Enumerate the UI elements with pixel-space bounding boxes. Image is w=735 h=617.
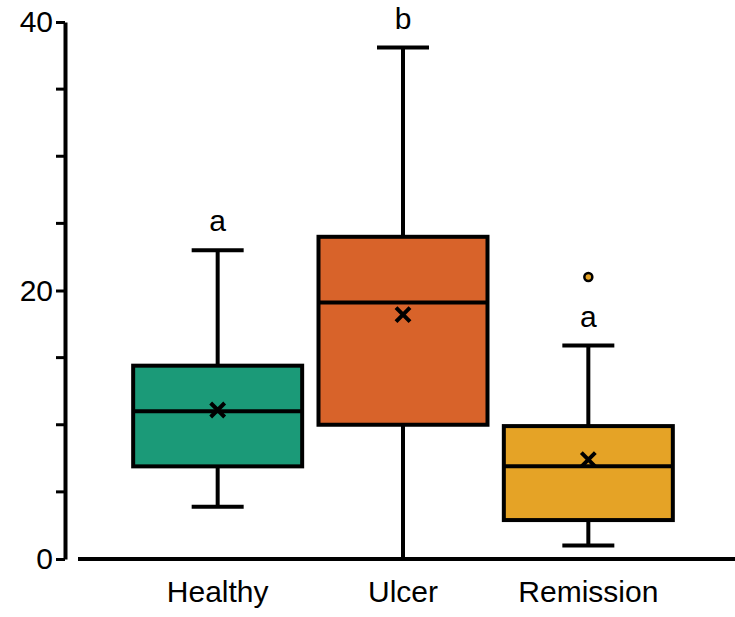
box (133, 366, 302, 467)
x-tick-label: Healthy (167, 575, 269, 608)
y-tick-label: 0 (36, 542, 53, 575)
chart-svg: 0 20 40 Healthy Ulcer Remission a b a (0, 0, 735, 617)
y-minor-tick (56, 356, 65, 359)
y-tick: 40 (20, 5, 65, 38)
plot-marks (133, 48, 673, 559)
whisker-cap-upper (192, 248, 244, 252)
y-tick: 20 (20, 274, 65, 307)
y-minor-tick (56, 423, 65, 426)
whisker-lower (401, 425, 405, 559)
whisker-cap-lower (192, 505, 244, 509)
whisker-upper (401, 48, 405, 237)
box-group (319, 48, 488, 559)
whisker-lower (216, 466, 220, 506)
significance-letter: a (209, 204, 226, 237)
y-tick-mark (56, 558, 65, 561)
mean-marker (581, 453, 595, 467)
x-tick: Ulcer (368, 559, 438, 608)
y-minor-tick (56, 490, 65, 493)
annotations: a b a (209, 2, 597, 333)
box (504, 426, 673, 520)
box (319, 237, 488, 425)
y-tick-label: 40 (20, 5, 53, 38)
whisker-upper (586, 346, 590, 427)
x-tick: Healthy (167, 559, 269, 608)
box-group (133, 250, 302, 506)
x-axis-line (78, 557, 735, 561)
significance-letter: a (580, 300, 597, 333)
y-minor-tick (56, 155, 65, 158)
whisker-cap-upper (377, 46, 429, 50)
y-minor-ticks (56, 89, 65, 492)
y-tick-mark (56, 290, 65, 293)
y-minor-tick (56, 222, 65, 225)
whisker-cap-lower (562, 544, 614, 548)
y-tick: 0 (36, 542, 65, 575)
box-group (504, 273, 673, 546)
mean-marker (211, 403, 225, 417)
whisker-upper (216, 250, 220, 365)
y-tick-label: 20 (20, 274, 53, 307)
y-minor-tick (56, 88, 65, 91)
significance-letter: b (395, 2, 412, 35)
x-axis: Healthy Ulcer Remission (78, 559, 735, 608)
chart-container: 0 20 40 Healthy Ulcer Remission a b a (0, 0, 735, 617)
mean-marker (396, 308, 410, 322)
y-tick-mark (56, 21, 65, 24)
x-tick-label: Ulcer (368, 575, 438, 608)
whisker-cap-upper (562, 344, 614, 348)
median (504, 464, 673, 468)
outlier (584, 273, 592, 281)
x-tick-label: Remission (518, 575, 658, 608)
x-tick: Remission (518, 559, 658, 608)
median (319, 301, 488, 305)
whisker-lower (586, 520, 590, 546)
y-axis: 0 20 40 (20, 5, 66, 575)
